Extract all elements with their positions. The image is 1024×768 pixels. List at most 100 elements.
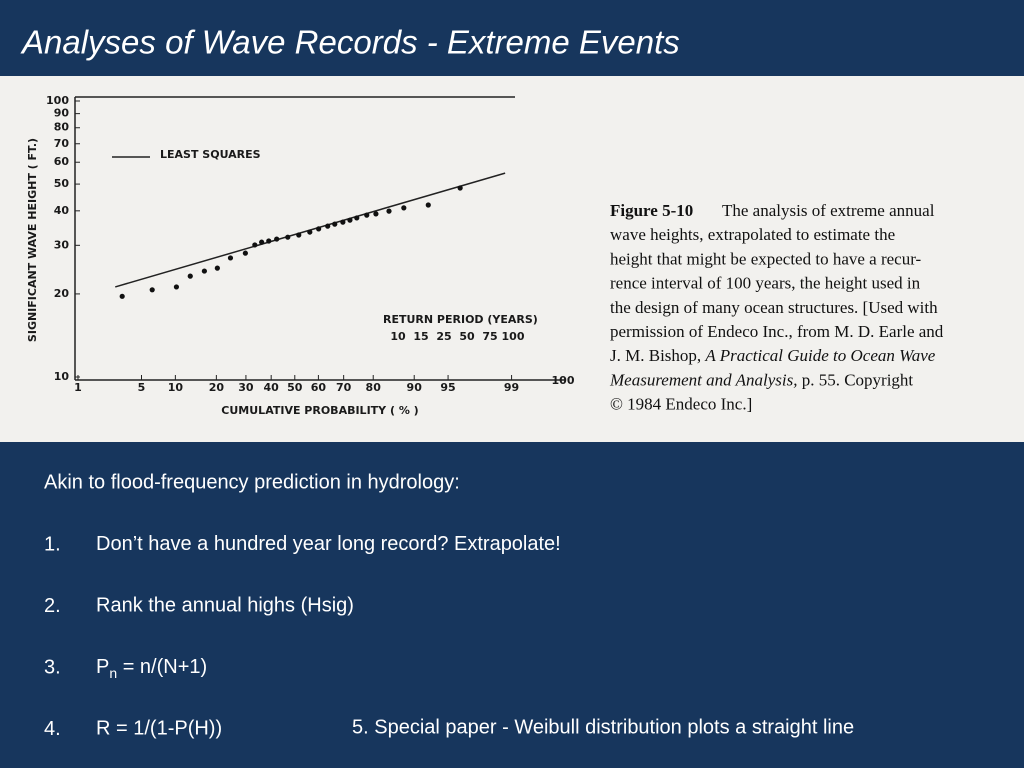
data-point	[242, 250, 248, 256]
x-tick-label: 60	[311, 381, 327, 394]
caption-segment: p. 55. Copyright	[797, 370, 913, 389]
scanned-figure	[0, 76, 1024, 442]
data-point	[274, 236, 280, 242]
y-tick-label: 10	[54, 370, 70, 383]
y-tick-label: 70	[54, 137, 70, 150]
return-period-label: 50	[459, 330, 475, 343]
x-tick-label: 80	[366, 381, 382, 394]
caption-line: wave heights, extrapolated to estimate t…	[610, 225, 895, 244]
y-tick-label: 20	[54, 287, 70, 300]
y-tick-label: 60	[54, 155, 70, 168]
item-text: Don’t have a hundred year long record? E…	[96, 533, 561, 555]
caption-segment: A Practical Guide to Ocean Wave	[704, 346, 935, 365]
return-period-label: 75	[482, 330, 497, 343]
data-point	[187, 273, 193, 279]
caption-segment: wave heights, extrapolated to estimate t…	[610, 225, 895, 244]
data-point	[259, 239, 265, 245]
data-point	[340, 219, 346, 225]
data-point	[332, 221, 338, 227]
caption-segment: Measurement and Analysis,	[609, 370, 797, 389]
y-tick-label: 30	[54, 238, 70, 251]
x-tick-label: 40	[264, 381, 280, 394]
data-point	[285, 234, 291, 240]
item-number: 3.	[44, 656, 61, 678]
data-point	[227, 255, 234, 261]
item-number: 1.	[44, 533, 61, 555]
data-point	[214, 265, 220, 271]
item-main: P	[96, 656, 109, 678]
return-period-label: 100	[502, 330, 525, 343]
caption-line: the design of many ocean structures. [Us…	[610, 298, 938, 317]
caption-line: © 1984 Endeco Inc.]	[610, 395, 752, 414]
intro: Akin to flood-frequency prediction in hy…	[44, 471, 460, 493]
caption-segment: The analysis of extreme annual	[722, 201, 935, 220]
return-period-label: 15	[413, 330, 428, 343]
item-text: Pn = n/(N+1)	[96, 656, 207, 680]
return-period-label: 25	[436, 330, 451, 343]
return-period-label: 10	[390, 330, 406, 343]
x-tick-label: 10	[168, 381, 184, 394]
x-tick-label: 99	[504, 381, 519, 394]
caption-line: Measurement and Analysis, p. 55. Copyrig…	[609, 370, 913, 389]
caption-line: permission of Endeco Inc., from M. D. Ea…	[610, 322, 944, 341]
x-tick-label: 20	[209, 381, 225, 394]
caption-line: The analysis of extreme annual	[722, 201, 935, 220]
y-tick-label: 40	[54, 204, 70, 217]
x-tick-label: 5	[138, 381, 146, 394]
figure-label: Figure 5-10	[610, 201, 693, 220]
x-tick-label: 70	[336, 381, 352, 394]
caption-segment: rence interval of 100 years, the height …	[610, 274, 921, 293]
caption-segment: the design of many ocean structures. [Us…	[610, 298, 938, 317]
x-tick-label: 90	[407, 381, 423, 394]
data-point	[296, 232, 302, 238]
item-rest: = n/(N+1)	[117, 656, 207, 678]
caption-line: height that might be expected to have a …	[610, 249, 922, 268]
caption-line: rence interval of 100 years, the height …	[610, 274, 921, 293]
item-text: R = 1/(1-P(H))	[96, 718, 222, 740]
data-point	[457, 185, 463, 191]
x-tick-label: 30	[238, 381, 254, 394]
item-number: 4.	[44, 718, 61, 740]
data-point	[316, 226, 322, 232]
data-point	[373, 211, 379, 217]
item-text: Rank the annual highs (Hsig)	[96, 595, 354, 617]
return-period-title: RETURN PERIOD (YEARS)	[383, 313, 538, 326]
x-tick-label: 100	[552, 374, 575, 387]
item-main: R = 1/(1-P(H))	[96, 718, 222, 740]
data-point	[201, 268, 207, 274]
item-main: Rank the annual highs (Hsig)	[96, 595, 354, 617]
caption-segment: J. M. Bishop,	[610, 346, 705, 365]
x-tick-label: 50	[287, 381, 303, 394]
y-tick-label: 50	[54, 177, 70, 190]
y-tick-label: 100	[46, 94, 69, 107]
y-tick-label: 90	[54, 107, 70, 120]
data-point	[401, 205, 407, 211]
data-point	[149, 287, 155, 293]
data-point	[173, 284, 180, 290]
body: Akin to flood-frequency prediction in hy…	[44, 471, 854, 740]
y-tick-label: 80	[54, 121, 70, 134]
y-axis-label: SIGNIFICANT WAVE HEIGHT ( FT.)	[26, 138, 39, 342]
caption: Figure 5-10 The analysis of extreme annu…	[609, 201, 944, 414]
data-point	[325, 223, 331, 229]
caption-line: J. M. Bishop, A Practical Guide to Ocean…	[610, 346, 936, 365]
aside: 5. Special paper - Weibull distribution …	[352, 716, 854, 738]
slide-title: Analyses of Wave Records - Extreme Event…	[20, 24, 680, 61]
x-tick-label: 95	[440, 381, 455, 394]
data-point	[347, 217, 353, 223]
item-subscript: n	[109, 665, 117, 681]
x-axis-label: CUMULATIVE PROBABILITY ( % )	[221, 404, 418, 417]
caption-segment: © 1984 Endeco Inc.]	[610, 395, 752, 414]
item-number: 2.	[44, 595, 61, 617]
legend-label: LEAST SQUARES	[160, 148, 261, 161]
caption-segment: permission of Endeco Inc., from M. D. Ea…	[610, 322, 944, 341]
data-point	[386, 208, 392, 214]
caption-segment: height that might be expected to have a …	[610, 249, 922, 268]
data-point	[252, 242, 258, 248]
data-point	[364, 212, 370, 218]
x-tick-label: 1	[74, 381, 82, 394]
data-point	[119, 293, 125, 299]
data-point	[425, 202, 431, 208]
data-point	[307, 229, 313, 235]
